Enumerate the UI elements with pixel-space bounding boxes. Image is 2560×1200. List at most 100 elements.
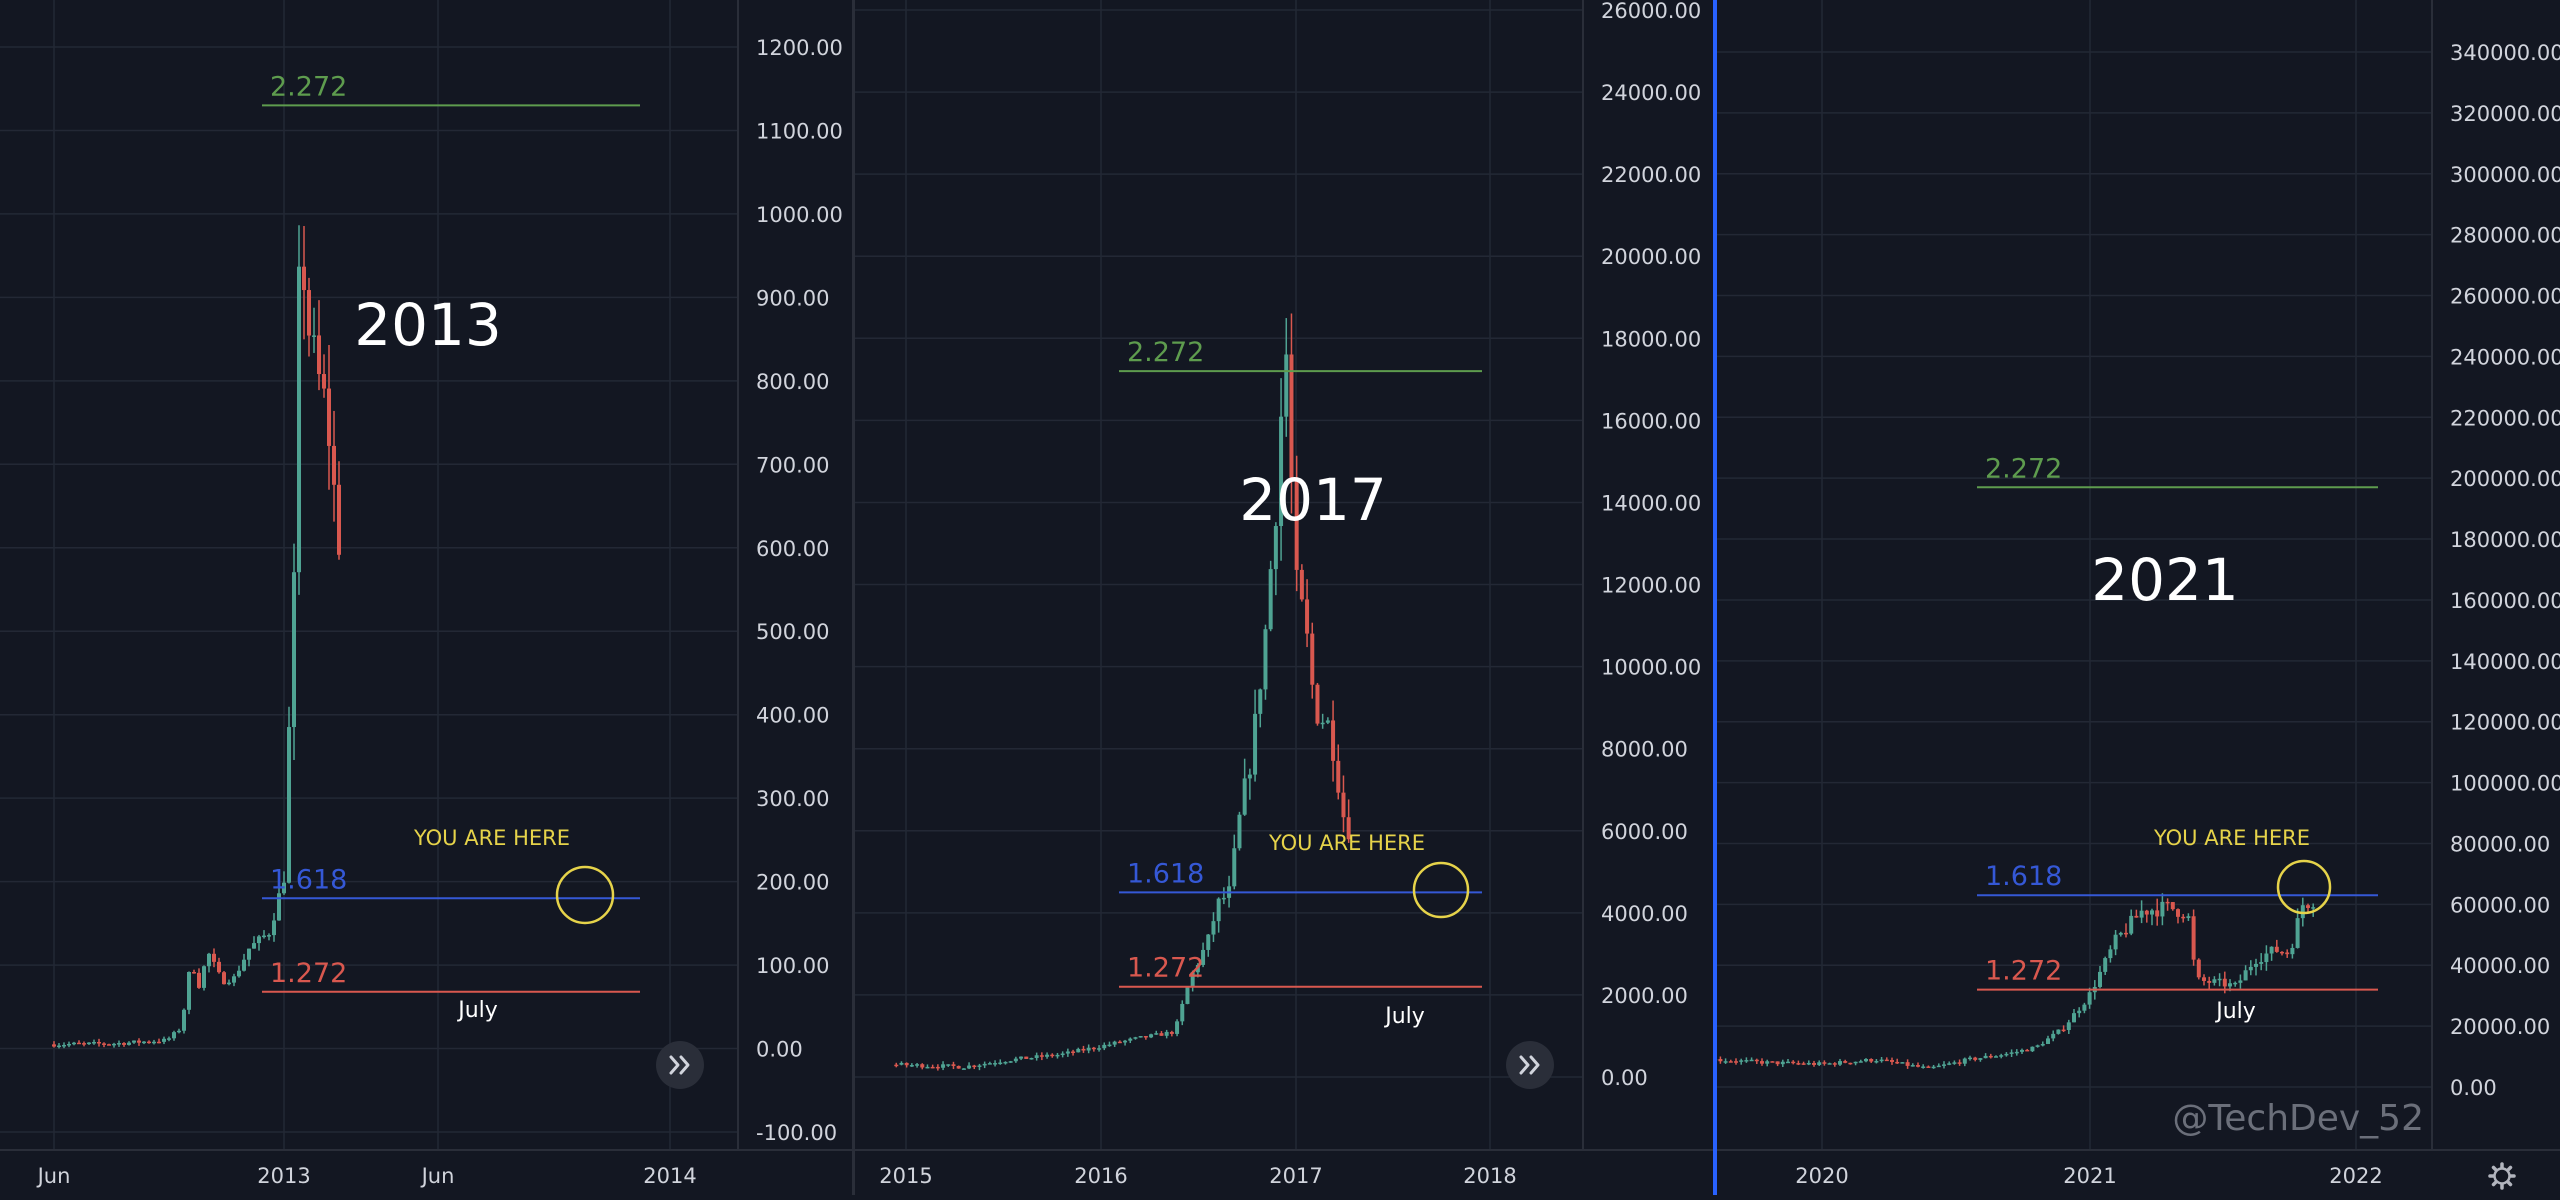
candle-body — [2087, 992, 2092, 1005]
you-are-here-circle — [555, 865, 615, 925]
candle-body — [1242, 778, 1247, 815]
candle-body — [1123, 1040, 1128, 1043]
y-tick-label: -100.00 — [756, 1121, 837, 1145]
candle-body — [317, 335, 321, 375]
candle-body — [2306, 905, 2310, 908]
candle-body — [267, 935, 271, 937]
candle-body — [1279, 416, 1284, 527]
candle-body — [1848, 1062, 1853, 1065]
candle-body — [1299, 569, 1304, 600]
candle-body — [337, 484, 341, 555]
candle-body — [127, 1042, 131, 1045]
candle-body — [2217, 978, 2222, 981]
candle-body — [2222, 978, 2227, 987]
candle-body — [2051, 1033, 2056, 1039]
fib-level-label: 1.272 — [270, 958, 347, 989]
candle-body — [2020, 1049, 2024, 1052]
candle-body — [2181, 916, 2186, 919]
candle-body — [1024, 1056, 1029, 1059]
candle-body — [157, 1041, 161, 1044]
candle-body — [2202, 977, 2206, 981]
candle-body — [142, 1041, 146, 1044]
candle-body — [1195, 964, 1200, 973]
candle-body — [1107, 1044, 1112, 1047]
candle-body — [2243, 970, 2248, 981]
candle-body — [1034, 1055, 1039, 1058]
candle-body — [1320, 722, 1325, 725]
candle-body — [1983, 1055, 1988, 1059]
candle-body — [1760, 1061, 1764, 1064]
candle-body — [1268, 569, 1273, 630]
x-tick-label: Jun — [420, 1164, 455, 1188]
candle-body — [1019, 1056, 1024, 1059]
july-label: July — [1383, 1004, 1425, 1029]
candle-body — [1232, 848, 1237, 887]
candle-body — [2212, 979, 2217, 983]
y-tick-label: 260000.00 — [2450, 285, 2560, 309]
watermark-text: @TechDev_52 — [2172, 1098, 2424, 1139]
candle-body — [2118, 932, 2123, 935]
candle-body — [87, 1042, 91, 1045]
candle-body — [2176, 909, 2180, 917]
candle-body — [2191, 916, 2196, 960]
y-tick-label: 80000.00 — [2450, 832, 2550, 856]
candle-body — [967, 1065, 972, 1069]
gear-icon[interactable] — [2488, 1162, 2516, 1190]
candle-body — [1039, 1055, 1044, 1057]
scroll-button-bg — [1506, 1041, 1554, 1089]
x-tick-label: 2022 — [2329, 1164, 2382, 1188]
candle-body — [1786, 1061, 1790, 1064]
candle-body — [1175, 1021, 1180, 1034]
x-tick-label: 2016 — [1074, 1164, 1127, 1188]
candle-body — [137, 1040, 141, 1043]
fib-level-label: 2.272 — [1127, 337, 1204, 368]
candle-body — [2030, 1046, 2035, 1052]
candle-body — [1910, 1065, 1915, 1067]
candle-body — [2144, 910, 2149, 915]
y-tick-label: 280000.00 — [2450, 224, 2560, 248]
y-tick-label: 500.00 — [756, 620, 829, 644]
fib-level-label: 2.272 — [270, 71, 347, 102]
candle-body — [1091, 1047, 1096, 1050]
candle-body — [92, 1041, 96, 1044]
you-are-here-label: YOU ARE HERE — [1268, 831, 1425, 855]
candle-body — [987, 1063, 992, 1065]
candle-body — [1936, 1065, 1941, 1068]
y-tick-label: 0.00 — [756, 1038, 803, 1062]
candle-body — [2280, 951, 2284, 954]
candle-body — [1812, 1062, 1816, 1065]
candle-body — [2113, 934, 2118, 950]
candle-body — [1206, 934, 1211, 950]
y-tick-label: 300000.00 — [2450, 163, 2560, 187]
y-tick-label: 240000.00 — [2450, 345, 2560, 369]
candle-body — [1957, 1062, 1962, 1064]
scroll-to-realtime-button[interactable] — [656, 1041, 704, 1089]
y-tick-label: 0.00 — [2450, 1076, 2497, 1100]
candle-body — [2056, 1029, 2061, 1034]
you-are-here-label: YOU ARE HERE — [413, 826, 570, 850]
candle-body — [2139, 910, 2144, 918]
candle-body — [2040, 1043, 2045, 1046]
candle-body — [1211, 921, 1216, 935]
y-tick-label: 18000.00 — [1601, 327, 1701, 351]
candle-body — [147, 1041, 151, 1044]
you-are-here-circle — [1412, 861, 1470, 919]
scroll-to-realtime-button[interactable] — [1506, 1041, 1554, 1089]
candle-body — [1060, 1053, 1065, 1056]
candle-body — [1289, 354, 1294, 481]
chart-panel-2021: 0.00 20000.00 40000.00 60000.00 80000.00 1000… — [1713, 0, 2560, 1188]
y-tick-label: 220000.00 — [2450, 406, 2560, 430]
candle-body — [227, 982, 231, 985]
candle-body — [1216, 898, 1221, 922]
chart-title: 2021 — [2091, 546, 2239, 614]
candle-body — [312, 335, 316, 337]
candle-body — [1994, 1056, 1998, 1058]
y-tick-label: 100.00 — [756, 954, 829, 978]
candle-body — [287, 727, 291, 883]
x-tick-label: 2013 — [257, 1164, 310, 1188]
x-tick-label: 2020 — [1795, 1164, 1848, 1188]
candle-body — [1164, 1031, 1169, 1036]
y-tick-label: 340000.00 — [2450, 41, 2560, 65]
candle-body — [117, 1043, 121, 1045]
